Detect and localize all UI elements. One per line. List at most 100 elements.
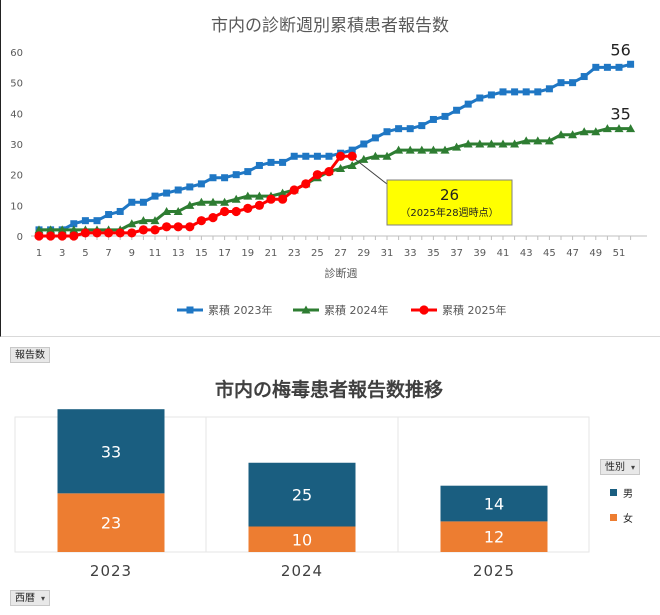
data-point [603, 63, 611, 71]
data-point [533, 136, 543, 145]
x-axis-title: 診断週 [325, 266, 358, 280]
data-point [545, 85, 553, 93]
data-point [70, 220, 78, 228]
data-point [336, 151, 346, 161]
data-point [138, 225, 148, 235]
data-point [186, 306, 194, 314]
y-tick-label: 40 [10, 109, 23, 120]
bar-segment [248, 526, 356, 552]
data-point [592, 63, 600, 71]
data-point [452, 142, 462, 151]
data-point [313, 152, 321, 160]
series-line [39, 127, 631, 232]
bar-segment [57, 409, 165, 494]
data-point [289, 185, 299, 195]
x-tick-label: 11 [149, 248, 162, 259]
data-point [115, 228, 125, 238]
x-tick-label: 43 [520, 248, 533, 259]
callout-value: 26 [440, 186, 459, 204]
data-point [428, 145, 438, 154]
data-point [150, 225, 160, 235]
x-tick-label: 2025 [473, 562, 515, 580]
data-point [348, 146, 356, 154]
data-point [81, 217, 89, 225]
x-tick-label: 25 [311, 248, 324, 259]
y-tick-label: 60 [10, 48, 23, 59]
year-field-label: 西暦 [15, 593, 35, 604]
year-field-button[interactable]: 西暦 ▾ [10, 590, 51, 606]
data-point [395, 125, 403, 133]
legend-item: 女 [610, 510, 656, 525]
x-tick-label: 47 [566, 248, 579, 259]
data-point [208, 213, 218, 223]
data-point [243, 203, 253, 213]
legend-item: 男 [610, 485, 656, 500]
bar-segment [248, 462, 356, 527]
legend-swatch [610, 514, 617, 521]
sex-field-button[interactable]: 性別 ▾ [600, 459, 641, 475]
data-point [255, 161, 263, 169]
data-point [128, 198, 136, 206]
data-point [498, 139, 508, 148]
data-point [209, 174, 217, 182]
y-tick-label: 10 [10, 201, 23, 212]
data-point [220, 206, 230, 217]
data-point [80, 228, 90, 238]
y-tick-label: 50 [10, 79, 23, 90]
x-tick-label: 29 [357, 248, 370, 259]
series-line [39, 154, 353, 238]
x-tick-label: 2024 [281, 562, 323, 580]
data-point [370, 151, 380, 160]
data-point [324, 167, 334, 177]
data-point [34, 231, 44, 241]
data-point [511, 88, 519, 96]
data-point [312, 170, 322, 180]
data-point [463, 139, 473, 148]
legend-label: 累積 2023年 [208, 303, 273, 317]
bar-stack-2023: 23 33 [57, 409, 165, 552]
series-1 [35, 60, 635, 234]
callout-box [386, 179, 513, 226]
data-point [591, 127, 601, 136]
legend-label: 女 [623, 514, 633, 525]
data-point [266, 194, 276, 204]
data-point [244, 168, 252, 176]
data-point [602, 124, 612, 133]
x-tick-label: 5 [82, 248, 88, 259]
data-point [69, 225, 79, 234]
x-tick-label: 27 [334, 248, 347, 259]
data-point [231, 206, 241, 217]
data-point [418, 122, 426, 130]
data-point [487, 91, 495, 99]
data-point [34, 225, 44, 234]
legend-label: 男 [623, 489, 633, 500]
data-point [127, 228, 137, 238]
x-tick-label: 37 [450, 248, 463, 259]
data-point [163, 189, 171, 197]
data-point [406, 125, 414, 133]
x-tick-label: 31 [381, 248, 394, 259]
data-point [371, 134, 379, 142]
data-point [476, 94, 484, 102]
cumulative-line-chart-panel: 市内の診断週別累積患者報告数 0 10 20 30 40 50 60 1 3 5 7 9 11 13 15 17… [0, 0, 660, 337]
series-2 [34, 124, 636, 234]
data-point [279, 158, 287, 166]
x-tick-label: 23 [288, 248, 301, 259]
data-point [221, 174, 229, 182]
data-point [360, 140, 368, 148]
chart-title: 市内の診断週別累積患者報告数 [211, 16, 449, 36]
x-tick-label: 39 [473, 248, 486, 259]
data-point [522, 88, 530, 96]
data-point [93, 217, 101, 225]
data-point [290, 152, 298, 160]
data-point [579, 127, 589, 136]
x-tick-label: 51 [613, 248, 626, 259]
data-point [208, 197, 218, 206]
report-count-field-button[interactable]: 報告数 [10, 347, 50, 363]
data-point [185, 222, 195, 232]
data-point [521, 136, 531, 145]
data-point [499, 88, 507, 96]
series-line [39, 62, 631, 232]
bar-segment [57, 493, 165, 552]
callout-note: （2025年28週時点） [400, 206, 498, 219]
